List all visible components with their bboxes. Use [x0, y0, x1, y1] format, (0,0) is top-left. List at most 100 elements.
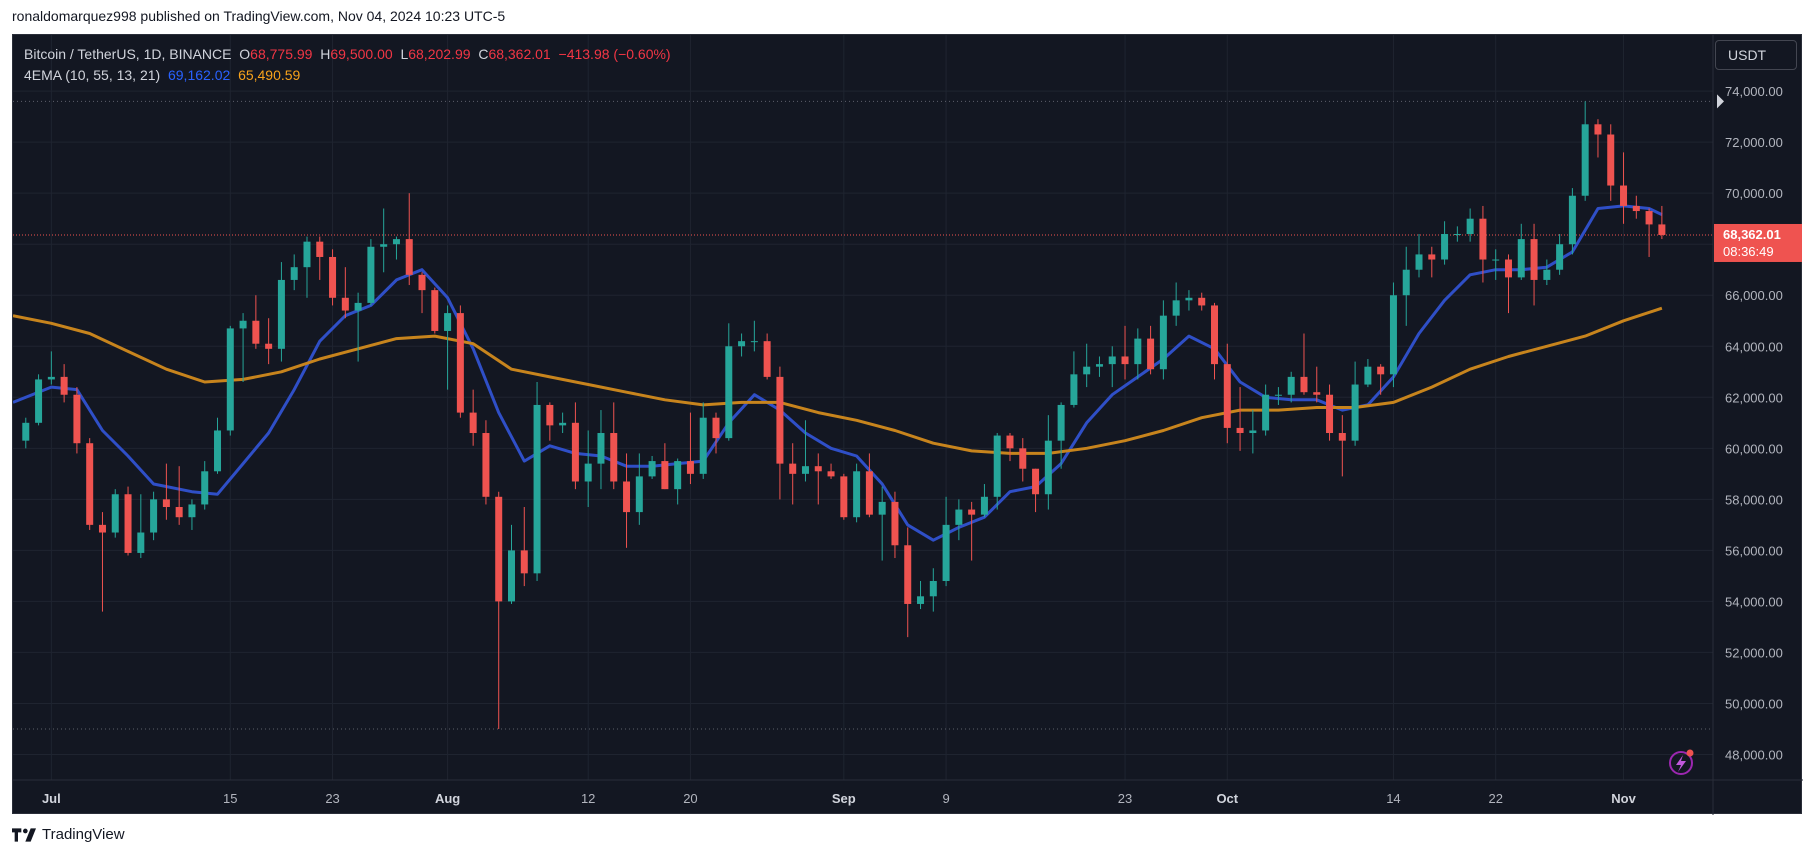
candle-body: [623, 481, 631, 513]
candle: [444, 305, 452, 390]
currency-button[interactable]: USDT: [1715, 40, 1797, 70]
candle: [35, 374, 43, 426]
y-tick-label: 70,000.00: [1725, 186, 1783, 201]
x-tick-label: 23: [1118, 791, 1132, 806]
close-value: 68,362.01: [488, 46, 551, 62]
candle: [1070, 351, 1078, 408]
candle: [993, 433, 1001, 510]
candle-body: [265, 343, 273, 349]
candle: [929, 568, 937, 612]
candle-body: [405, 239, 413, 275]
candle: [801, 420, 809, 482]
candle: [1249, 410, 1257, 454]
candle-body: [635, 476, 643, 513]
candle: [418, 272, 426, 314]
price-chart[interactable]: 48,000.00 50,000.00 52,000.00 54,000.00 56,0…: [13, 35, 1803, 815]
candle-body: [1517, 239, 1525, 278]
candle-body: [111, 494, 119, 533]
candle-body: [738, 341, 746, 347]
x-tick-label: 22: [1488, 791, 1502, 806]
candle: [22, 417, 30, 449]
change-value: −413.98 (−0.60%): [558, 46, 671, 62]
candle: [188, 499, 196, 530]
candle-body: [661, 461, 669, 490]
candle-body: [290, 267, 298, 280]
tradingview-logo-icon: [12, 827, 36, 842]
y-tick-label: 56,000.00: [1725, 543, 1783, 558]
candle-body: [1083, 366, 1091, 375]
candle: [1287, 371, 1295, 403]
candle: [750, 320, 758, 352]
candle: [840, 473, 848, 520]
candle: [597, 410, 605, 490]
x-tick-label: Sep: [832, 791, 856, 806]
candle: [316, 236, 324, 280]
candle: [277, 262, 285, 362]
candle: [392, 236, 400, 260]
candle: [456, 305, 464, 418]
candle: [635, 453, 643, 525]
candle: [1057, 402, 1065, 469]
candle: [1236, 387, 1244, 451]
candle: [124, 486, 132, 556]
candle-body: [380, 244, 388, 247]
candle-body: [1492, 259, 1500, 261]
chart-panel[interactable]: 48,000.00 50,000.00 52,000.00 54,000.00 56,0…: [12, 34, 1803, 815]
candle-body: [980, 496, 988, 515]
candle: [303, 236, 311, 298]
candle-body: [1415, 254, 1423, 270]
candle: [1351, 361, 1359, 446]
candle-body: [214, 430, 222, 472]
symbol-label[interactable]: Bitcoin / TetherUS, 1D, BINANCE: [24, 46, 232, 62]
candle-body: [1211, 305, 1219, 365]
candle: [738, 333, 746, 357]
candle-body: [878, 501, 886, 515]
candle: [942, 496, 950, 587]
candle-body: [584, 463, 592, 482]
candle-body: [597, 433, 605, 464]
candle: [674, 458, 682, 505]
open-value: 68,775.99: [250, 46, 313, 62]
y-tick-label: 74,000.00: [1725, 84, 1783, 99]
candle: [789, 443, 797, 505]
candle-body: [533, 404, 541, 574]
candle-body: [1504, 259, 1512, 278]
candle-body: [1147, 338, 1155, 370]
candle-body: [814, 466, 822, 472]
x-tick-label: Oct: [1216, 791, 1238, 806]
candle-body: [763, 341, 771, 377]
candle-body: [1377, 366, 1385, 375]
candle-body: [1287, 376, 1295, 395]
x-tick-label: 14: [1386, 791, 1400, 806]
candle-body: [22, 422, 30, 441]
candle: [175, 466, 183, 525]
candle-body: [1594, 124, 1602, 135]
candle-body: [252, 320, 260, 344]
candle-body: [1057, 404, 1065, 441]
indicator-label[interactable]: 4EMA (10, 55, 13, 21): [24, 67, 161, 83]
y-tick-label: 60,000.00: [1725, 441, 1783, 456]
y-tick-label: 48,000.00: [1725, 747, 1783, 762]
lightning-icon[interactable]: [1669, 749, 1694, 775]
candle-body: [1632, 205, 1640, 212]
candle: [1274, 387, 1282, 405]
candle-body: [750, 341, 758, 343]
candle-body: [520, 550, 528, 574]
candle-body: [1338, 433, 1346, 441]
candle-body: [341, 297, 349, 311]
candle-body: [1006, 435, 1014, 449]
candle: [111, 489, 119, 538]
candle: [405, 193, 413, 286]
candle-body: [571, 422, 579, 482]
candle-body: [1326, 394, 1334, 434]
candle-body: [1249, 430, 1257, 434]
candle: [341, 267, 349, 319]
candle: [1658, 205, 1666, 240]
footer-brand: TradingView: [42, 826, 125, 843]
candle: [1530, 223, 1538, 306]
candle-body: [1364, 366, 1372, 385]
candle: [1364, 359, 1372, 388]
candle-body: [776, 376, 784, 464]
candle-body: [354, 302, 362, 311]
y-tick-label: 52,000.00: [1725, 645, 1783, 660]
